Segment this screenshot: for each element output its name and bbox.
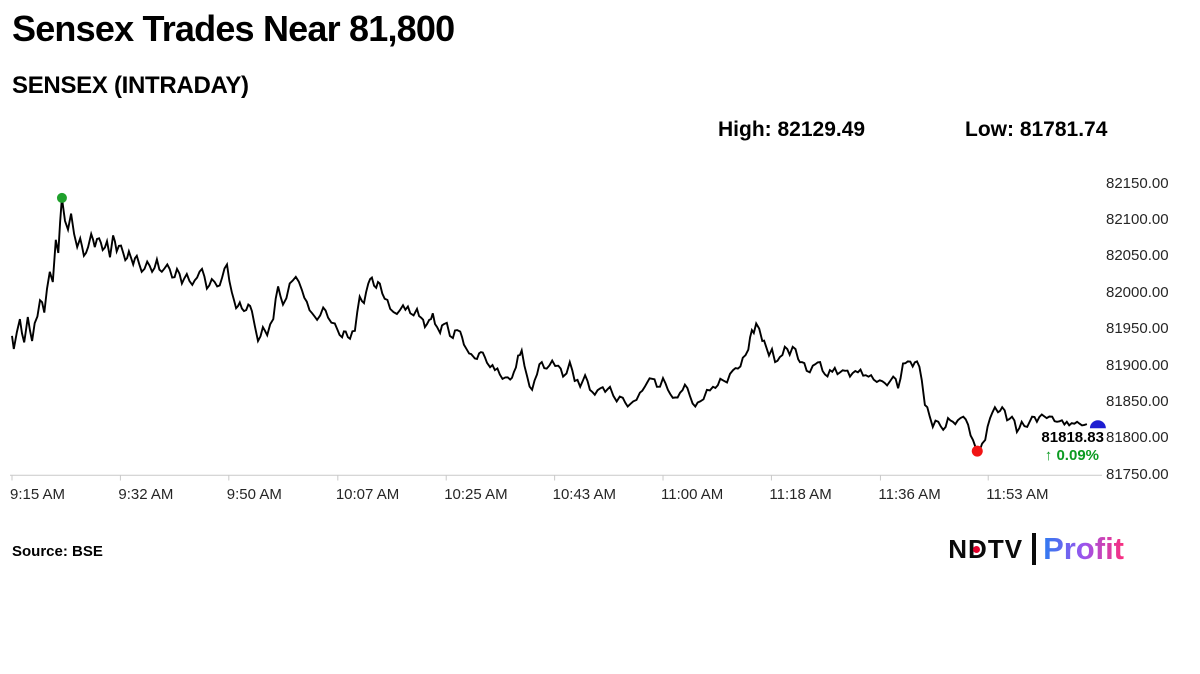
- last-price-label: 81818.83: [1041, 429, 1104, 446]
- x-axis-tick-label: 9:32 AM: [118, 486, 174, 503]
- ndtv-letter-n: N: [948, 533, 969, 564]
- low-stat: Low: 81781.74: [965, 118, 1107, 142]
- low-marker: [971, 445, 983, 457]
- x-axis-tick-label: 10:25 AM: [444, 486, 508, 503]
- y-axis-label: 81800.00: [1106, 429, 1169, 447]
- y-axis-label: 81900.00: [1106, 356, 1169, 374]
- page-title: Sensex Trades Near 81,800: [12, 8, 455, 49]
- x-axis-tick-label: 11:53 AM: [986, 486, 1049, 503]
- x-axis-tick-label: 11:00 AM: [661, 486, 724, 503]
- y-axis-label: 82150.00: [1106, 174, 1169, 192]
- profit-wordmark: Profit: [1043, 531, 1124, 566]
- ndtv-letter-d: D: [968, 534, 988, 565]
- x-axis-tick-label: 11:18 AM: [769, 486, 832, 503]
- source-note: Source: BSE: [12, 543, 103, 560]
- y-axis-label: 82050.00: [1106, 247, 1169, 265]
- x-axis-tick-label: 10:07 AM: [335, 486, 400, 503]
- y-axis-label: 82100.00: [1106, 210, 1169, 228]
- high-marker: [56, 192, 67, 203]
- x-axis-tick-label: 11:36 AM: [878, 486, 941, 503]
- price-line: [11, 197, 1088, 453]
- ndtv-wordmark: NDTV: [948, 534, 1023, 565]
- low-label: Low:: [965, 118, 1014, 141]
- high-stat: High: 82129.49: [718, 118, 865, 142]
- y-axis-label: 82000.00: [1106, 283, 1169, 301]
- y-axis-label: 81950.00: [1106, 320, 1169, 338]
- low-value: 81781.74: [1019, 118, 1108, 141]
- x-axis-tick-label: 10:43 AM: [552, 486, 616, 503]
- y-axis-label: 81750.00: [1106, 465, 1169, 483]
- high-label: High:: [718, 118, 772, 141]
- x-axis-tick-label: 9:15 AM: [10, 486, 66, 503]
- high-value: 82129.49: [777, 118, 866, 141]
- y-axis-label: 81850.00: [1106, 392, 1169, 410]
- ndtv-letters-tv: TV: [987, 533, 1024, 564]
- chart-subtitle: SENSEX (INTRADAY): [12, 72, 249, 99]
- change-percent-label: ↑ 0.09%: [1044, 447, 1099, 464]
- logo-separator: [1032, 533, 1037, 565]
- ndtv-logo-dot-icon: [973, 545, 981, 553]
- last-marker: [1089, 420, 1106, 429]
- ndtv-profit-logo: NDTV Profit: [948, 531, 1124, 567]
- x-axis-tick-label: 9:50 AM: [226, 486, 282, 503]
